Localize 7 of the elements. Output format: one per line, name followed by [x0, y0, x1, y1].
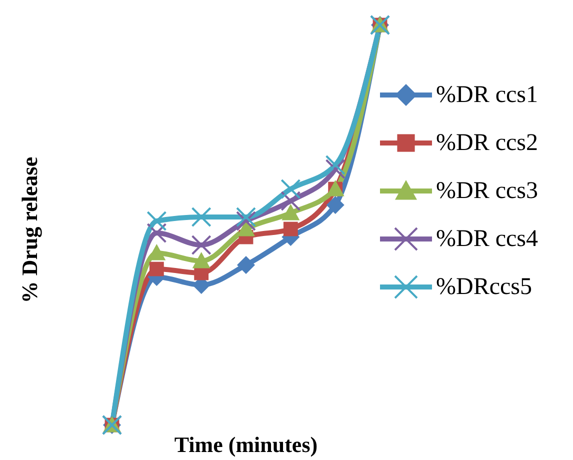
legend-label: %DR ccs2	[436, 130, 538, 156]
x-axis-title: Time (minutes)	[173, 432, 319, 458]
y-axis-title: % Drug release	[17, 156, 43, 304]
legend-label: %DR ccs4	[436, 226, 538, 252]
legend-label: %DR ccs3	[436, 178, 538, 204]
legend-label: %DRccs5	[436, 274, 532, 300]
legend-label: %DR ccs1	[436, 82, 538, 108]
